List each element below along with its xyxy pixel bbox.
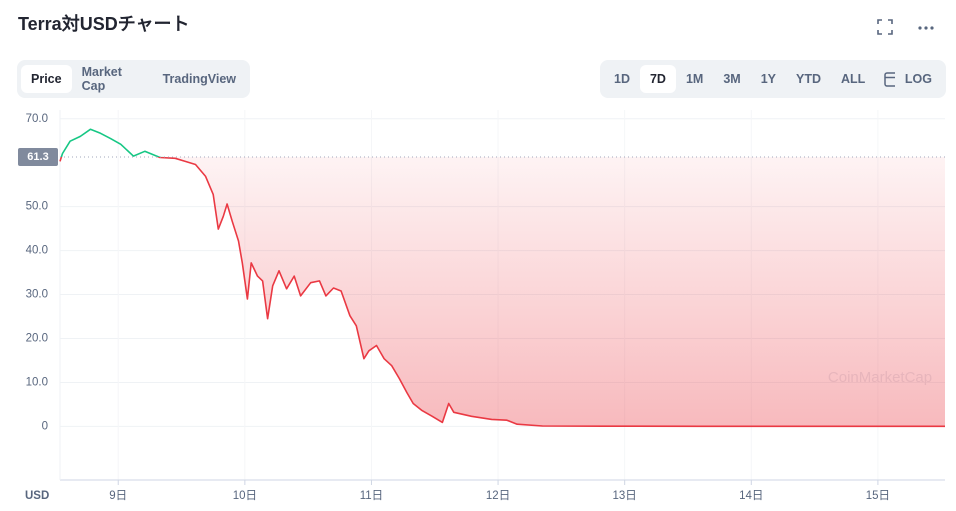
- x-tick-label: 9日: [109, 490, 127, 502]
- y-tick-label: 50.0: [26, 201, 48, 213]
- range-button[interactable]: 1D: [614, 72, 630, 86]
- y-tick-label: 70.0: [26, 113, 48, 125]
- tab-button[interactable]: Price: [21, 65, 72, 93]
- more-icon[interactable]: [916, 18, 936, 36]
- log-button[interactable]: LOG: [904, 72, 932, 86]
- chart-title: Terra対USDチャート: [18, 14, 190, 34]
- price-line: [59, 128, 945, 428]
- x-tick-label: 13日: [613, 490, 637, 502]
- x-tick-label: 11日: [360, 490, 383, 502]
- currency-label: USD: [25, 490, 49, 502]
- range-button[interactable]: 3M: [723, 72, 741, 86]
- y-tick-label: 10.0: [26, 376, 48, 388]
- y-tick-label: 20.0: [26, 333, 48, 345]
- x-tick-label: 14日: [739, 490, 763, 502]
- x-tick-label: 15日: [866, 490, 890, 502]
- area-fill: [60, 157, 945, 427]
- range-group: 1D 7D 1M 3M 1Y YTD ALL LOG: [600, 60, 946, 98]
- range-button[interactable]: ALL: [841, 72, 866, 86]
- y-tick-label: 30.0: [26, 289, 48, 301]
- calendar-icon[interactable]: [875, 70, 895, 88]
- y-tick-label: 40.0: [26, 245, 48, 257]
- x-tick-label: 10日: [233, 490, 257, 502]
- x-tick-label: 12日: [486, 490, 510, 502]
- tab-group: Price Market Cap TradingView: [17, 60, 250, 98]
- tab-button[interactable]: TradingView: [162, 72, 236, 86]
- current-price-label: 61.3: [27, 151, 48, 163]
- range-button[interactable]: 1Y: [760, 72, 777, 86]
- current-price-badge: [18, 148, 58, 167]
- watermark: CoinMarketCap: [828, 369, 932, 386]
- y-tick-label: 0: [42, 420, 48, 432]
- tab-button[interactable]: Market Cap: [81, 65, 122, 93]
- range-button[interactable]: 7D: [639, 65, 676, 93]
- fullscreen-icon[interactable]: [876, 18, 894, 36]
- range-button[interactable]: YTD: [796, 72, 822, 86]
- range-button[interactable]: 1M: [685, 72, 704, 86]
